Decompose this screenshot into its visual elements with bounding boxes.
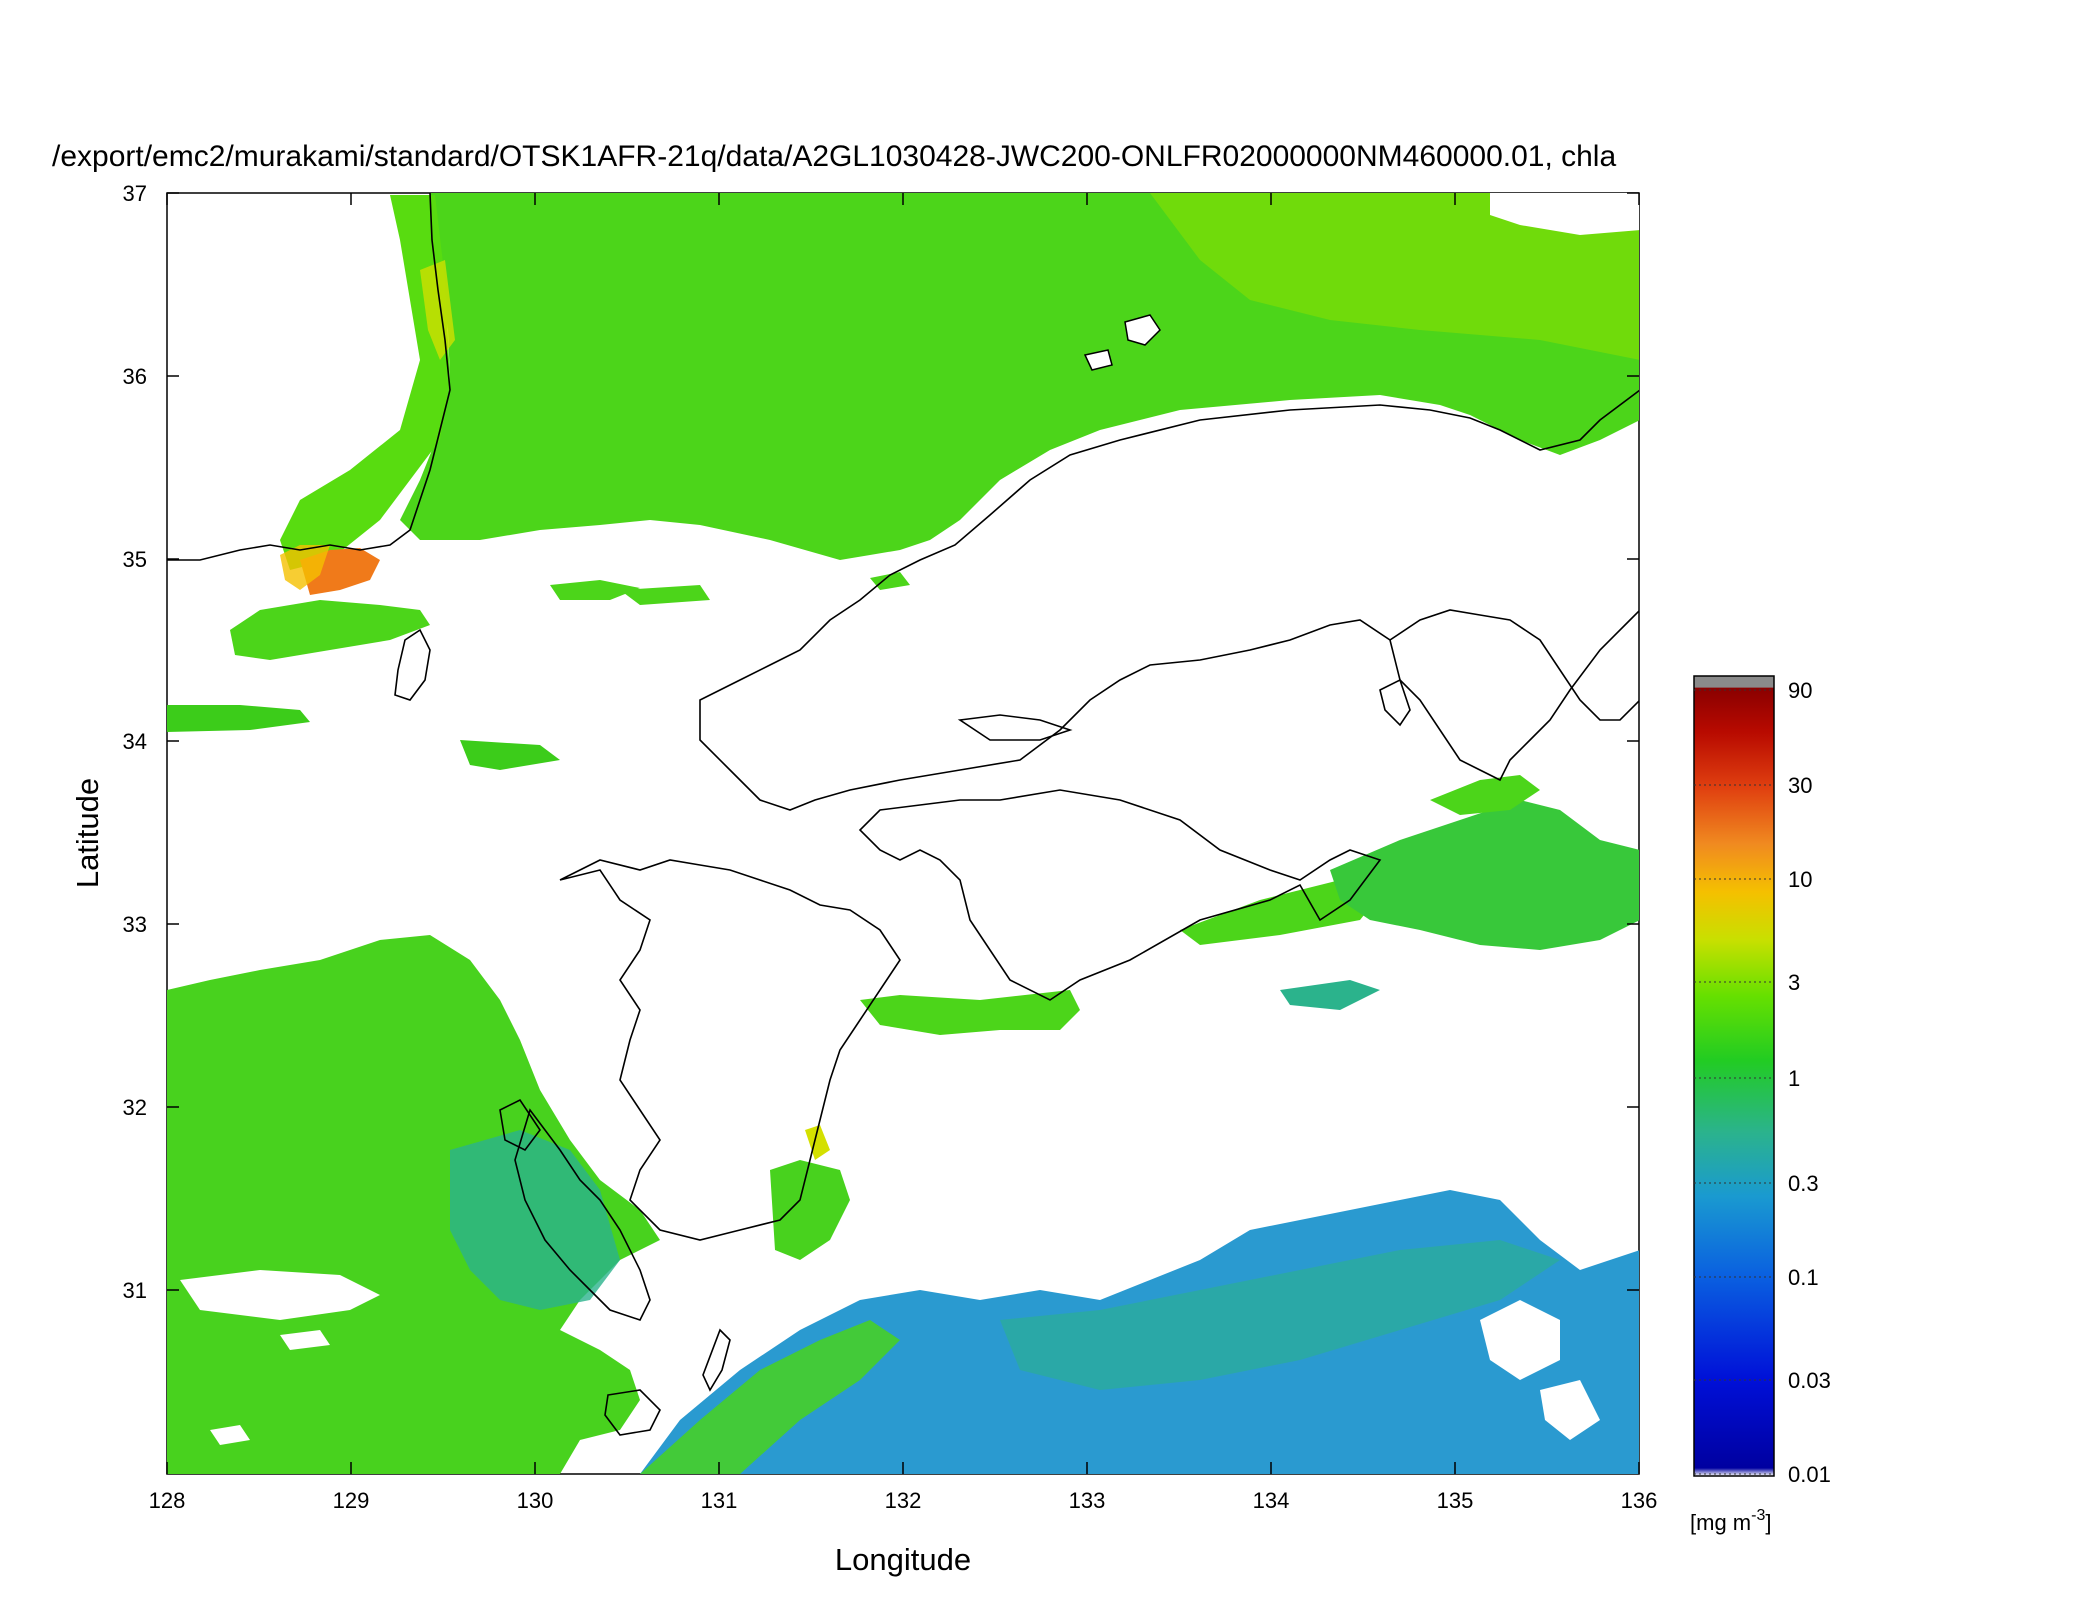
chla-region-south-pacific-teal: [1000, 1240, 1560, 1390]
coastline-honshu-north: [699, 389, 1639, 811]
colorbar: 0.01 0.03 0.1 0.3 1 3 10 30 90 [mg m-3]: [1690, 675, 1831, 1535]
x-tick-label: 133: [1069, 1488, 1106, 1513]
x-axis-ticks: [166, 193, 1640, 1474]
colorbar-tick-label: 3: [1788, 970, 1800, 995]
colorbar-unit-text: [mg m: [1690, 1510, 1751, 1535]
colorbar-unit-exponent: -3: [1751, 1507, 1765, 1524]
x-tick-label: 129: [333, 1488, 370, 1513]
colorbar-unit-close: ]: [1765, 1510, 1771, 1535]
coastline-kii: [1389, 609, 1639, 721]
x-tick-label: 134: [1253, 1488, 1290, 1513]
x-tick-label: 132: [885, 1488, 922, 1513]
chla-region-sea-of-japan-upper-right: [1150, 193, 1639, 360]
colorbar-gradient: [1693, 675, 1775, 1477]
coastlines: [167, 193, 1639, 1436]
chla-region-korea-strait: [230, 600, 430, 660]
chla-region-teal-small: [1280, 980, 1380, 1010]
colorbar-unit-label: [mg m-3]: [1690, 1507, 1771, 1535]
coastline-amakusa: [499, 1098, 541, 1152]
chla-region-sea-of-japan-west: [280, 195, 450, 570]
chla-region-bungo-patch: [860, 990, 1080, 1035]
chla-region-oki-islands: [1083, 314, 1161, 371]
coastline-shikoku: [858, 789, 1382, 1001]
y-tick-label: 36: [123, 364, 147, 389]
chla-region-pacific-cloud-holes: [1060, 1240, 1600, 1440]
x-tick-label: 135: [1437, 1488, 1474, 1513]
coastline-tsushima: [394, 628, 431, 701]
y-tick-label: 34: [123, 729, 147, 754]
chla-region-west-band: [167, 705, 310, 732]
coastline-tanegashima: [702, 1328, 731, 1392]
colorbar-tick-lines: [1694, 689, 1774, 1475]
chla-region-shikoku-south: [1180, 880, 1380, 945]
colorbar-tick-label: 10: [1788, 867, 1812, 892]
coastline-yakushima: [604, 1389, 661, 1436]
x-axis-title: Longitude: [835, 1542, 971, 1577]
y-tick-label: 35: [123, 547, 147, 572]
colorbar-tick-label: 0.1: [1788, 1265, 1819, 1290]
chla-region-kii-east: [1430, 775, 1540, 815]
chla-region-goto: [460, 740, 560, 770]
chla-region-strait-patches: [550, 572, 910, 605]
coastline-korea: [167, 193, 451, 561]
y-tick-label: 31: [123, 1278, 147, 1303]
y-tick-label: 33: [123, 912, 147, 937]
colorbar-tick-label: 90: [1788, 678, 1812, 703]
x-tick-label: 136: [1621, 1488, 1658, 1513]
map-title: /export/emc2/murakami/standard/OTSK1AFR-…: [52, 140, 1617, 173]
y-axis-title: Latitude: [70, 778, 105, 888]
colorbar-tick-label: 1: [1788, 1066, 1800, 1091]
coastline-kyushu: [559, 859, 901, 1241]
chla-region-kii-south: [1330, 800, 1639, 950]
chla-region-tsushima-yellow: [280, 545, 330, 590]
x-tick-label: 131: [701, 1488, 738, 1513]
y-axis-ticks: [167, 192, 1639, 1291]
chla-region-top-right-cloud: [1490, 193, 1639, 235]
chla-region-kyushu-east: [770, 1160, 850, 1260]
chla-region-south-pacific-green: [640, 1320, 900, 1474]
chla-region-west-coast-yellow: [420, 260, 455, 360]
x-tick-label: 128: [149, 1488, 186, 1513]
coastline-kyushu-sw: [514, 1108, 651, 1321]
coastline-inland-sea-1: [957, 714, 1073, 741]
colorbar-tick-label: 0.03: [1788, 1368, 1831, 1393]
chla-region-ecs-cloud-hole-2: [210, 1330, 330, 1445]
chla-region-south-bright: [805, 1125, 830, 1160]
y-tick-label: 32: [123, 1095, 147, 1120]
colorbar-tick-label: 0.3: [1788, 1171, 1819, 1196]
colorbar-tick-label: 30: [1788, 773, 1812, 798]
colorbar-tick-label: 0.01: [1788, 1462, 1831, 1487]
y-tick-label: 37: [123, 181, 147, 206]
chla-region-ecs-cloud-hole: [180, 1270, 380, 1320]
coastline-awaji: [1379, 678, 1411, 727]
x-tick-label: 130: [517, 1488, 554, 1513]
